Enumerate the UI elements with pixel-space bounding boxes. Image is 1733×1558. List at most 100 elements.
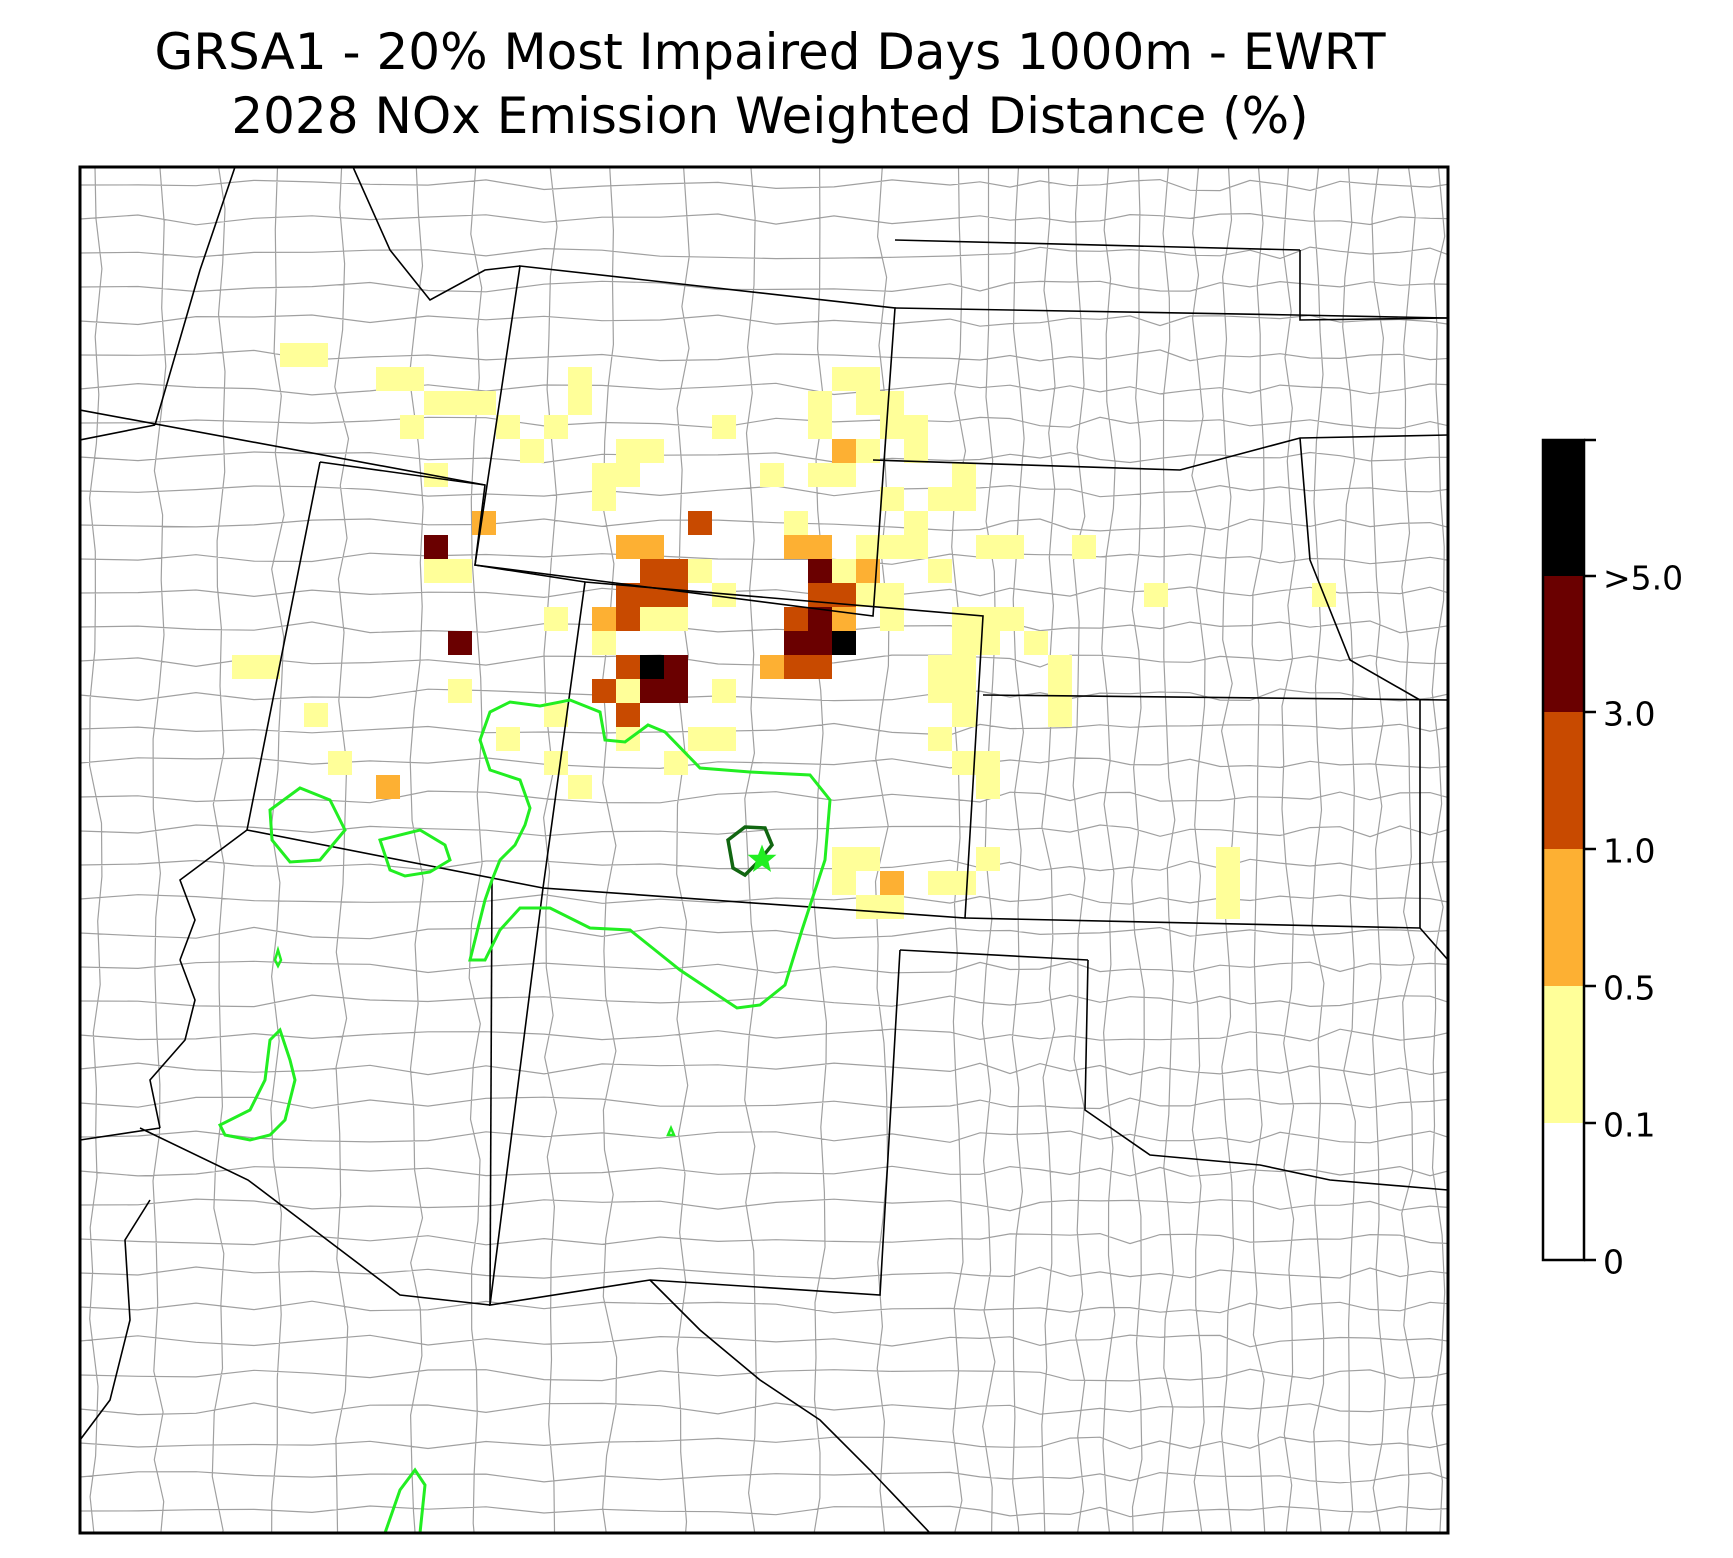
emission-cell	[1216, 871, 1240, 895]
emission-cell	[448, 559, 472, 583]
emission-cell	[856, 895, 880, 919]
emission-cell	[832, 559, 856, 583]
emission-cell	[304, 343, 328, 367]
emission-cell	[880, 871, 904, 895]
emission-cell	[640, 439, 664, 463]
emission-cell	[544, 751, 568, 775]
emission-cell	[832, 847, 856, 871]
emission-cell	[232, 655, 256, 679]
emission-cell	[952, 703, 976, 727]
emission-cell	[1000, 607, 1024, 631]
emission-cell	[664, 655, 688, 679]
colorbar-bin-3	[1543, 712, 1584, 849]
colorbar	[1541, 438, 1596, 1262]
contour-small-az	[273, 945, 283, 969]
emission-cell	[424, 535, 448, 559]
emission-cell	[784, 655, 808, 679]
emission-cell	[808, 559, 832, 583]
emission-cell	[664, 607, 688, 631]
emission-cell	[688, 511, 712, 535]
emission-cell	[832, 439, 856, 463]
emission-cell	[880, 487, 904, 511]
emission-cell	[784, 631, 808, 655]
emission-cell	[664, 751, 688, 775]
contour-west-utah	[268, 786, 347, 864]
emission-cell	[928, 871, 952, 895]
map-title-line-2: 2028 NOx Emission Weighted Distance (%)	[231, 87, 1309, 145]
emission-cell	[1144, 583, 1168, 607]
emission-cell	[952, 655, 976, 679]
emission-cell	[808, 631, 832, 655]
emission-cell	[544, 607, 568, 631]
border-id-nv	[80, 424, 156, 441]
emission-cell	[976, 535, 1000, 559]
emission-cell	[448, 679, 472, 703]
emission-cell	[544, 703, 568, 727]
border-idaho-mt	[154, 167, 236, 426]
emission-cell	[376, 367, 400, 391]
emission-cell	[784, 607, 808, 631]
emission-cell	[952, 463, 976, 487]
emission-cell	[640, 559, 664, 583]
emission-cell	[472, 391, 496, 415]
emission-cell	[448, 391, 472, 415]
state-boundaries	[80, 167, 1448, 1533]
emission-cell	[880, 583, 904, 607]
emission-cell	[1048, 655, 1072, 679]
colorbar-bin-0	[1543, 1123, 1584, 1260]
emission-cell	[832, 871, 856, 895]
contour-mexico	[383, 1467, 427, 1533]
emission-cell	[976, 775, 1000, 799]
colorbar-label-gt-5: >5.0	[1603, 558, 1684, 598]
emission-cell	[784, 511, 808, 535]
colorbar-bin-4	[1543, 576, 1584, 712]
emission-cell	[496, 727, 520, 751]
emission-cell	[616, 535, 640, 559]
emission-cell	[1216, 895, 1240, 919]
emission-cell	[760, 463, 784, 487]
emission-cell	[928, 487, 952, 511]
map-frame	[78, 165, 1450, 1535]
emission-cell	[640, 607, 664, 631]
emission-cell	[520, 439, 544, 463]
emission-cell	[568, 367, 592, 391]
contour-small-nm	[666, 1124, 676, 1137]
emission-cell	[952, 607, 976, 631]
border-sd-nd	[894, 239, 1301, 251]
site-contour	[726, 825, 775, 878]
emission-cell	[928, 655, 952, 679]
emission-cell	[880, 415, 904, 439]
emission-cell	[592, 487, 616, 511]
emission-cell	[328, 751, 352, 775]
emission-cell	[616, 703, 640, 727]
colorbar-bin-2	[1543, 849, 1584, 986]
emission-cell	[376, 775, 400, 799]
emission-cell	[856, 367, 880, 391]
emission-cell	[568, 775, 592, 799]
emission-cell	[880, 607, 904, 631]
emission-cell	[784, 535, 808, 559]
emission-cell	[280, 343, 304, 367]
emission-cell	[832, 631, 856, 655]
border-ut-nv	[246, 461, 321, 831]
emission-cell	[928, 559, 952, 583]
border-az-nm	[489, 879, 493, 1306]
emission-cell	[808, 463, 832, 487]
emission-cell	[904, 415, 928, 439]
emission-cell	[928, 679, 952, 703]
border-ks	[964, 694, 1448, 929]
emission-cell	[664, 583, 688, 607]
emission-cell	[688, 559, 712, 583]
emission-cell	[688, 727, 712, 751]
emission-cell	[472, 511, 496, 535]
emission-cell	[568, 391, 592, 415]
emission-cell	[1216, 847, 1240, 871]
border-ne-mo	[1299, 437, 1448, 961]
emission-cells	[232, 343, 1336, 919]
emission-cell	[256, 655, 280, 679]
emission-cell	[808, 655, 832, 679]
emission-cell	[832, 463, 856, 487]
emission-cell	[880, 895, 904, 919]
emission-cell	[424, 559, 448, 583]
